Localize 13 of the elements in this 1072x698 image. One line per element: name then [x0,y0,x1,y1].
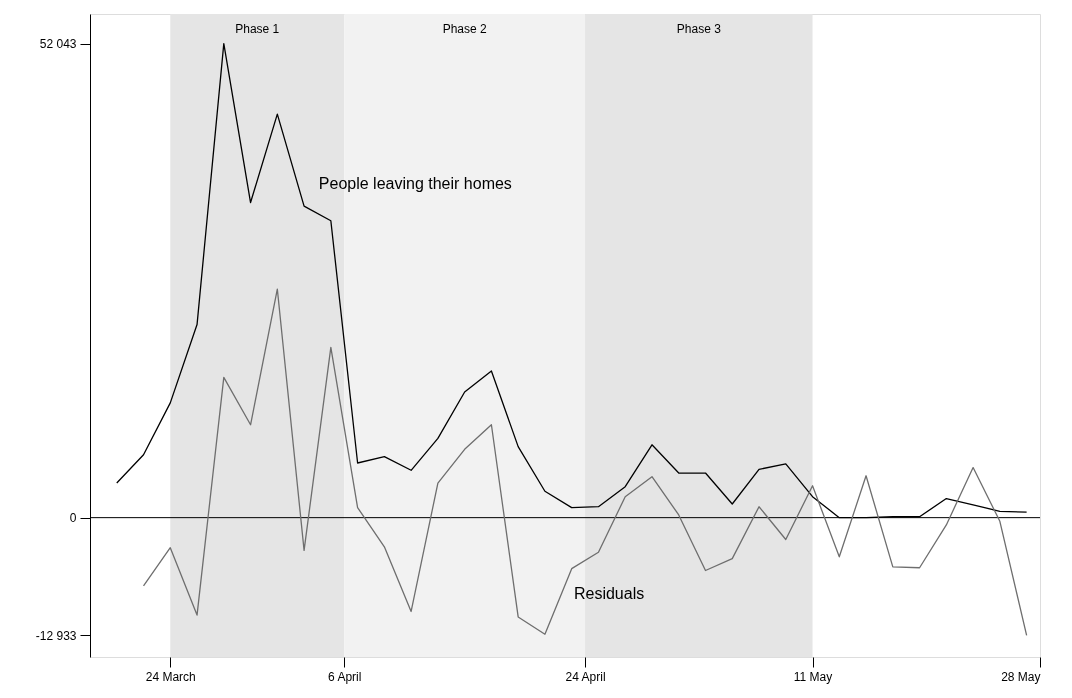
y-tick-label: -12 933 [35,628,77,643]
y-tick-label: 0 [69,511,77,526]
x-tick-label: 24 March [145,669,196,684]
x-tick-label: 11 May [793,669,833,684]
band-label: Phase 2 [442,22,487,36]
x-tick-label: 24 April [565,669,606,684]
series-label: People leaving their homes [318,174,512,192]
x-tick-label: 6 April [328,669,362,684]
y-tick-label: 52 043 [39,37,77,52]
series-label: Residuals [573,585,645,603]
band-label: Phase 3 [676,22,722,36]
x-tick-label: 28 May [1001,669,1041,684]
band-label: Phase 1 [235,22,280,36]
